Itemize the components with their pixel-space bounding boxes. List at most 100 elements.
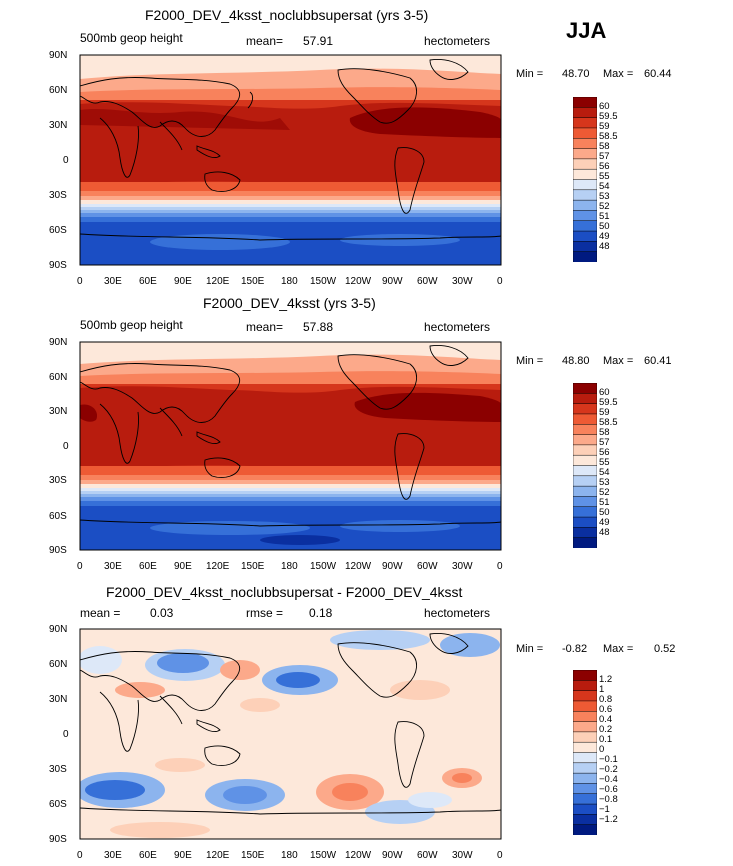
colorbar-label: 58 [599, 427, 610, 438]
colorbar-label: 54 [599, 467, 610, 478]
xtick-label: 90W [382, 276, 403, 287]
colorbar-swatch [573, 434, 597, 446]
colorbar-label: 0.8 [599, 694, 613, 705]
colorbar-swatch [573, 383, 597, 394]
ytick-label: 60N [49, 659, 68, 670]
mean-label: mean= [246, 320, 284, 334]
xtick-label: 0 [77, 276, 83, 287]
rmse-label: rmse = [246, 606, 284, 620]
colorbar-swatch [573, 465, 597, 477]
field-label: 500mb geop height [80, 318, 183, 332]
colorbar-swatch [573, 199, 597, 212]
colorbar-swatch [573, 793, 597, 805]
colorbar-label: 58.5 [599, 131, 618, 142]
min-label: Min = [516, 355, 544, 367]
field-label: 500mb geop height [80, 31, 183, 45]
ytick-label: 90N [49, 624, 68, 635]
colorbar-swatch [573, 700, 597, 712]
xtick-label: 120E [206, 850, 230, 861]
mean-value: 57.88 [303, 320, 334, 334]
colorbar-label: 0.6 [599, 704, 613, 715]
colorbar-swatch [573, 138, 597, 150]
colorbar-label: 49 [599, 231, 610, 242]
colorbar-swatch [573, 220, 597, 232]
colorbar-swatch [573, 413, 597, 425]
ytick-label: 30S [49, 764, 67, 775]
colorbar-swatches [573, 97, 597, 262]
colorbar-label: −0.8 [599, 794, 618, 805]
xtick-label: 0 [77, 850, 83, 861]
ytick-label: 30S [49, 190, 67, 201]
colorbar-label: −0.4 [599, 774, 618, 785]
ytick-label: 90S [49, 545, 67, 556]
xtick-label: 150E [241, 276, 265, 287]
colorbar-swatch [573, 680, 597, 692]
colorbar-label: 53 [599, 191, 610, 202]
map-panel-3 [79, 628, 502, 840]
units-label: hectometers [424, 320, 491, 334]
colorbar-swatch [573, 189, 597, 201]
colorbar-label: 54 [599, 181, 610, 192]
xtick-label: 150W [310, 561, 337, 572]
panel-title: F2000_DEV_4ksst_noclubbsupersat - F2000_… [106, 584, 463, 600]
colorbar-swatch [573, 824, 597, 835]
ytick-label: 30S [49, 475, 67, 486]
xtick-label: 90E [174, 276, 192, 287]
max-label: Max = [603, 355, 634, 367]
colorbar-label: 56 [599, 447, 610, 458]
xtick-label: 0 [497, 850, 503, 861]
colorbar-swatch [573, 179, 597, 191]
colorbar-label: 49 [599, 517, 610, 528]
ytick-label: 0 [63, 155, 69, 166]
mean-value: 57.91 [303, 34, 334, 48]
colorbar-swatch [573, 772, 597, 785]
min-value: 48.80 [562, 355, 590, 367]
xtick-label: 60W [417, 850, 438, 861]
colorbar-label: 52 [599, 487, 610, 498]
colorbar-label: 0.4 [599, 714, 613, 725]
colorbar-label: 57 [599, 151, 610, 162]
colorbar-swatch [573, 721, 597, 733]
colorbar-label: 55 [599, 457, 610, 468]
colorbar-label: 60 [599, 101, 610, 112]
xtick-label: 30W [452, 561, 473, 572]
colorbar-swatch [573, 158, 597, 170]
colorbar-swatch [573, 117, 597, 129]
colorbar-label: −1 [599, 804, 610, 815]
mean-label: mean = [80, 606, 121, 620]
colorbar-label: 60 [599, 387, 610, 398]
colorbar-label: −0.2 [599, 764, 618, 775]
colorbar-label: 58 [599, 141, 610, 152]
colorbar-swatch [573, 814, 597, 826]
colorbar-swatch [573, 783, 597, 795]
colorbar-label: 51 [599, 211, 610, 222]
colorbar-swatch [573, 506, 597, 518]
ytick-label: 30N [49, 694, 68, 705]
xtick-label: 180 [281, 276, 298, 287]
colorbar-swatch [573, 731, 597, 743]
colorbar-swatch [573, 393, 597, 405]
colorbar-swatch [573, 210, 597, 222]
mean-value: 0.03 [150, 606, 174, 620]
xtick-label: 120E [206, 561, 230, 572]
colorbar: 1.2 1 0.8 0.6 0.4 0.2 0.1 0 −0.1 −0.2 −0… [573, 670, 643, 835]
colorbar-label: 59.5 [599, 397, 618, 408]
colorbar-label: 56 [599, 161, 610, 172]
xtick-label: 30W [452, 276, 473, 287]
colorbar-label: 59.5 [599, 111, 618, 122]
colorbar-label: 0.2 [599, 724, 613, 735]
colorbar-swatch [573, 741, 597, 754]
units-label: hectometers [424, 34, 491, 48]
xtick-label: 60E [139, 850, 157, 861]
colorbar: 60 59.5 59 58.5 58 57 56 55 54 53 52 51 … [573, 97, 643, 262]
ytick-label: 60S [49, 799, 67, 810]
ytick-label: 60S [49, 225, 67, 236]
colorbar-swatch [573, 803, 597, 816]
ytick-label: 60N [49, 85, 68, 96]
colorbar-swatch [573, 527, 597, 539]
xtick-label: 120W [345, 276, 372, 287]
xtick-label: 150W [310, 276, 337, 287]
colorbar-swatch [573, 752, 597, 764]
colorbar-swatches [573, 383, 597, 548]
min-label: Min = [516, 68, 544, 80]
